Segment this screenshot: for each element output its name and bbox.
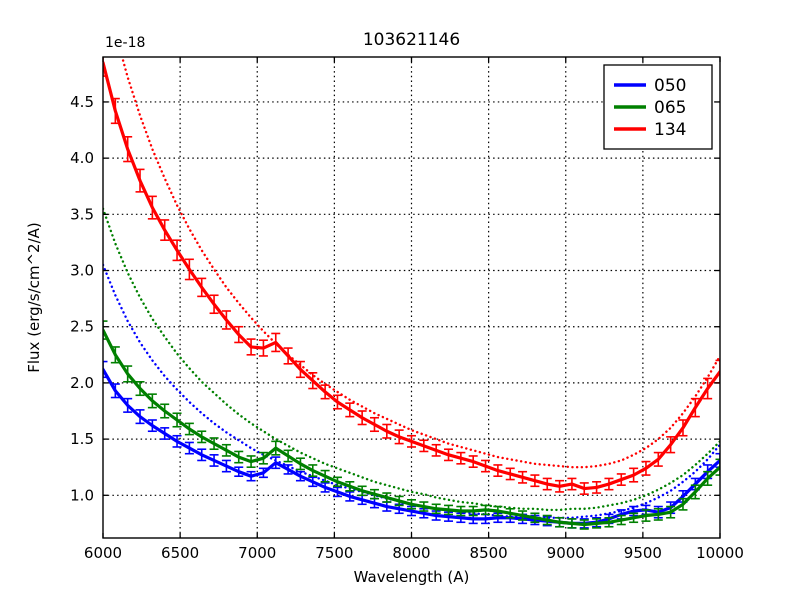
x-tick-label: 9500: [624, 544, 662, 562]
y-tick-label: 2.5: [70, 318, 94, 336]
x-tick-label: 6000: [84, 544, 122, 562]
y-axis-label: Flux (erg/s/cm^2/A): [25, 222, 43, 373]
legend-label-050: 050: [654, 76, 686, 96]
legend-label-065: 065: [654, 98, 686, 118]
page-title: 103621146: [363, 30, 460, 50]
series-065: [103, 320, 720, 530]
y-axis-offset-text: 1e-18: [105, 35, 145, 51]
series-line-134: [103, 61, 720, 491]
series-134: [103, 57, 720, 495]
x-tick-label: 10000: [696, 544, 744, 562]
y-tick-label: 3.5: [70, 205, 94, 223]
x-tick-label: 7000: [238, 544, 276, 562]
legend-item-134[interactable]: 134: [614, 120, 686, 140]
x-tick-label: 7500: [315, 544, 353, 562]
gridlines: [103, 57, 720, 538]
series-line-065: [103, 328, 720, 527]
axis-ticks: [102, 57, 721, 538]
y-tick-label: 1.0: [70, 486, 94, 504]
legend-label-134: 134: [654, 120, 686, 140]
legend-item-065[interactable]: 065: [614, 98, 686, 118]
y-tick-label: 4.0: [70, 149, 94, 167]
x-tick-label: 8000: [392, 544, 430, 562]
y-tick-label: 3.0: [70, 262, 94, 280]
data-series-group: [103, 57, 720, 530]
legend-item-050[interactable]: 050: [614, 76, 686, 96]
axis-tick-labels: 6000 6500 7000 7500 8000 8500 9000 9500 10000 1.0…: [70, 93, 744, 562]
y-tick-label: 4.5: [70, 93, 94, 111]
y-tick-label: 1.5: [70, 430, 94, 448]
y-tick-label: 2.0: [70, 374, 94, 392]
x-axis-label: Wavelength (A): [354, 568, 470, 586]
x-tick-label: 6500: [161, 544, 199, 562]
x-tick-label: 9000: [547, 544, 585, 562]
x-tick-label: 8500: [470, 544, 508, 562]
series-line-065-model: [103, 207, 720, 512]
